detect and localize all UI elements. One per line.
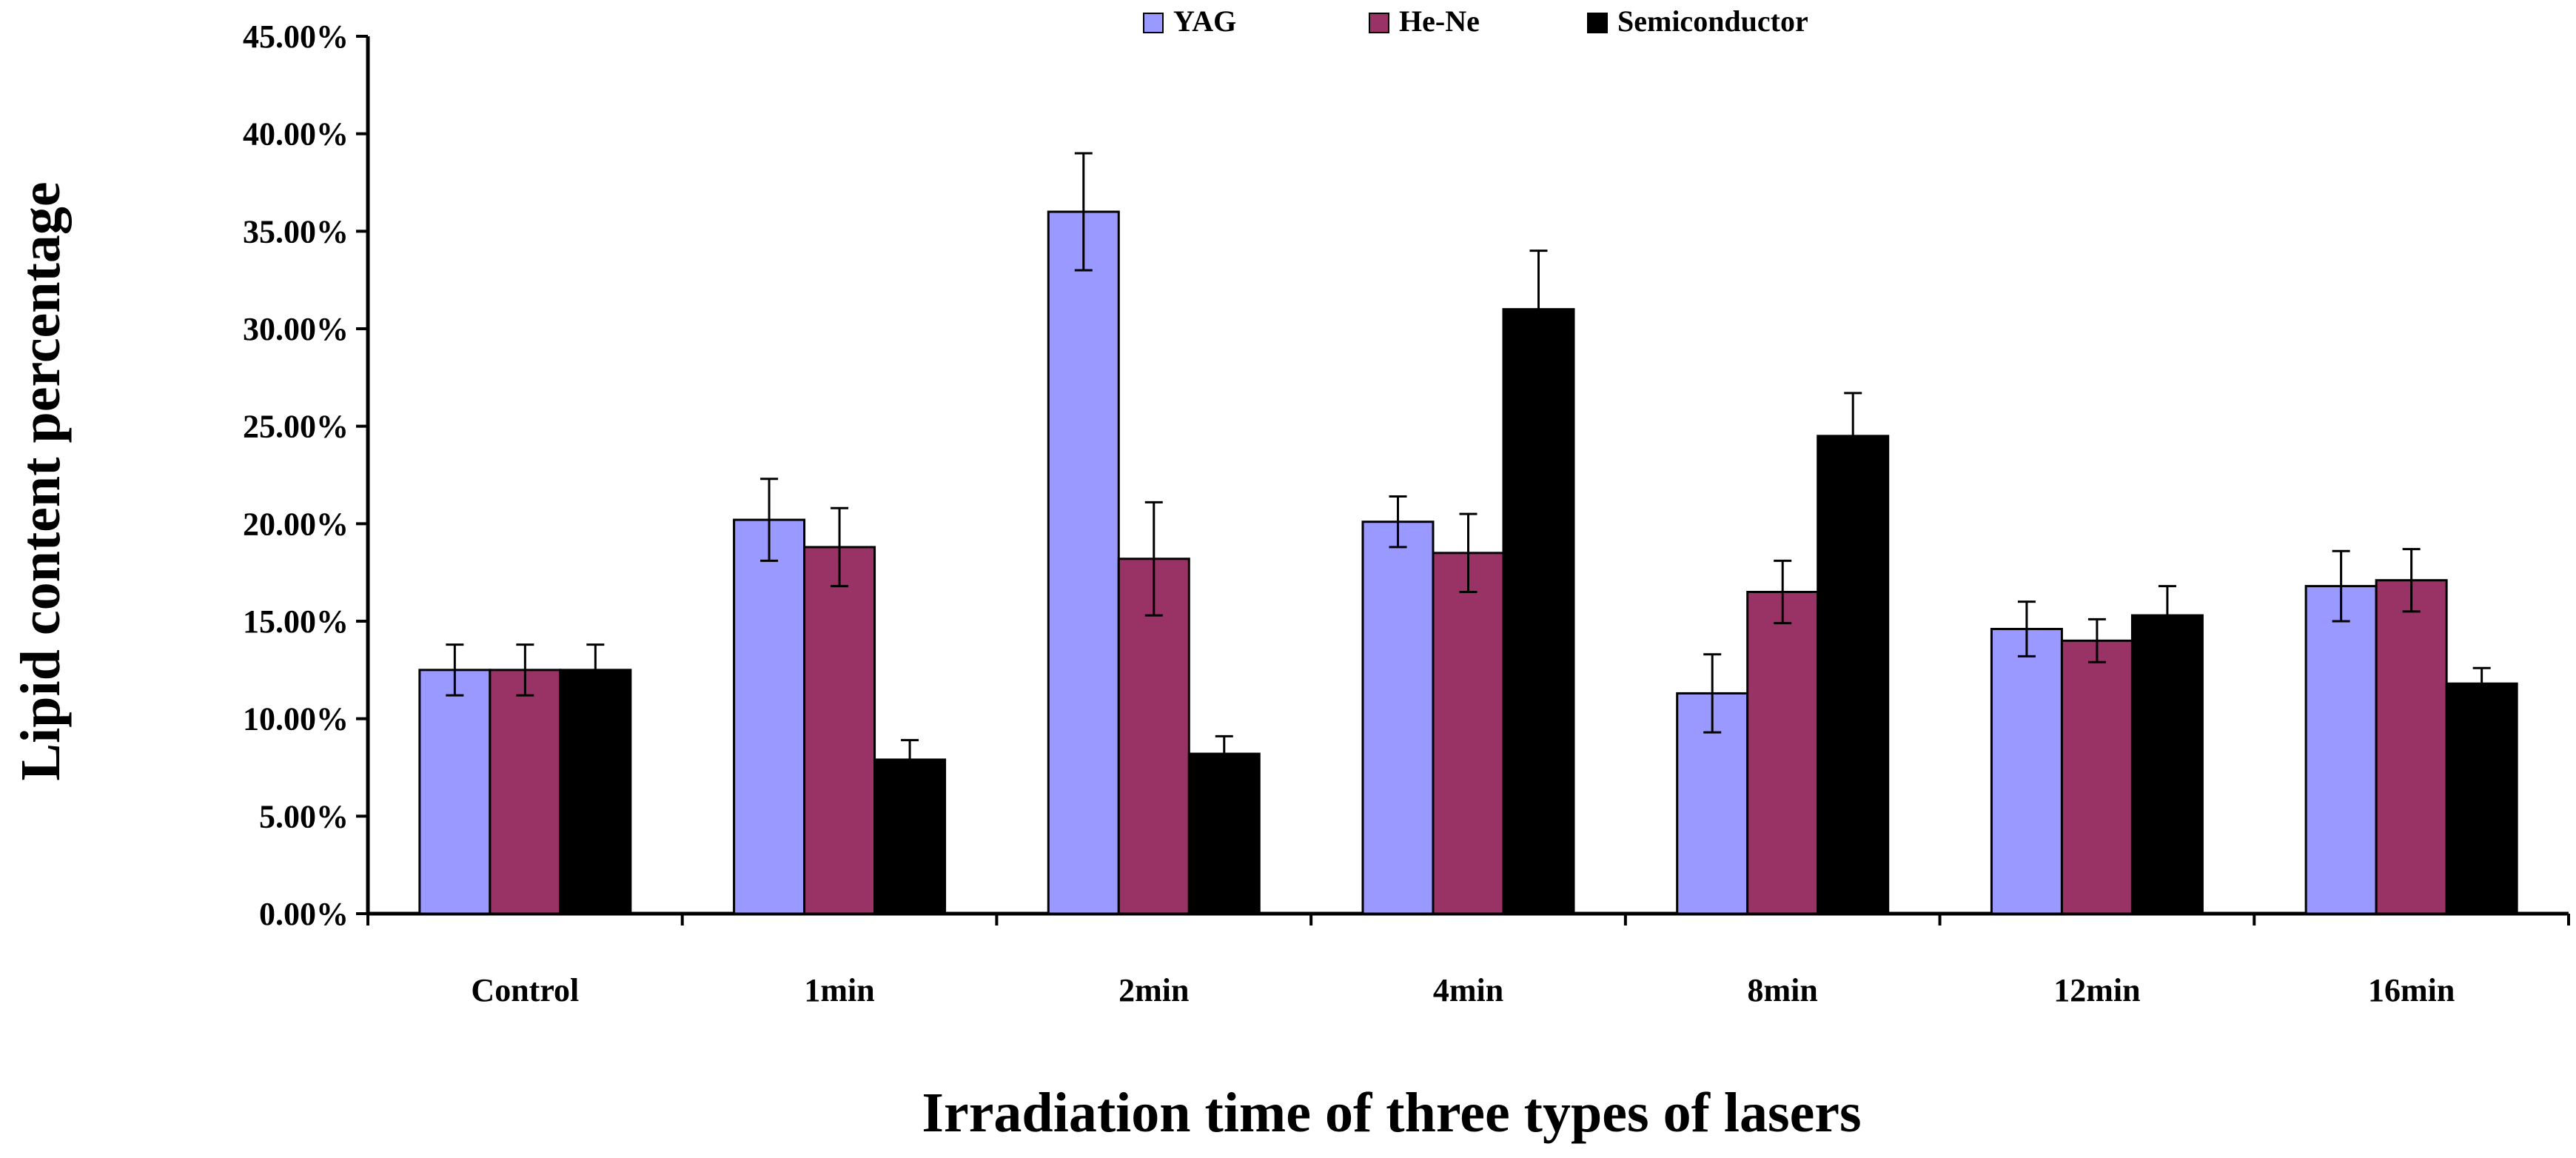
bar-series	[418, 210, 2518, 915]
legend-swatch	[1143, 13, 1164, 33]
y-tick-label: 5.00%	[259, 798, 349, 834]
legend-label: Semiconductor	[1617, 4, 1808, 38]
bar-semiconductor	[873, 758, 947, 915]
y-tick-label: 35.00%	[243, 213, 349, 250]
x-tick-label: 16min	[2368, 972, 2455, 1008]
y-tick-label: 40.00%	[243, 116, 349, 153]
x-axis: Control 1min 2min 4min 8min 12min 16min	[366, 911, 2570, 1008]
y-axis-title: Lipid content percentage	[10, 181, 72, 780]
x-tick-label: 2min	[1118, 972, 1189, 1008]
bar-he-ne	[1746, 591, 1819, 915]
x-axis-title: Irradiation time of three types of laser…	[922, 1082, 1861, 1144]
bar-yag	[2304, 585, 2378, 915]
bar-semiconductor	[1502, 308, 1575, 915]
y-axis: 0.00% 5.00% 10.00% 15.00% 20.00% 25.00% 30.00%…	[243, 19, 370, 932]
bar-semiconductor	[1817, 435, 1890, 915]
bar-he-ne	[2375, 579, 2448, 915]
y-tick-label: 45.00%	[243, 19, 349, 55]
x-tick-label: 4min	[1433, 972, 1503, 1008]
y-tick-label: 25.00%	[243, 409, 349, 445]
x-tick-label: 8min	[1748, 972, 1818, 1008]
bar-he-ne	[2060, 639, 2133, 915]
bar-he-ne	[1432, 552, 1505, 915]
bar-semiconductor	[559, 669, 632, 915]
bar-yag	[418, 669, 492, 915]
bar-he-ne	[489, 669, 562, 915]
y-tick-label: 0.00%	[259, 896, 349, 932]
bar-he-ne	[1117, 558, 1190, 915]
x-tick-label: 1min	[804, 972, 874, 1008]
bar-yag	[1990, 628, 2063, 915]
y-tick-label: 20.00%	[243, 506, 349, 542]
bar-yag	[1361, 521, 1435, 915]
bar-yag	[733, 518, 806, 915]
y-tick-label: 30.00%	[243, 311, 349, 347]
y-tick-label: 10.00%	[243, 701, 349, 737]
legend-label: YAG	[1173, 4, 1236, 38]
x-tick-label: 12min	[2053, 972, 2140, 1008]
error-bars	[446, 152, 2491, 780]
legend-swatch	[1369, 13, 1389, 33]
bar-semiconductor	[1187, 752, 1261, 915]
legend-swatch	[1587, 13, 1608, 33]
x-tick-label: Control	[471, 972, 579, 1008]
bar-semiconductor	[2130, 614, 2204, 915]
legend: YAG He-Ne Semiconductor	[1143, 4, 1808, 38]
bar-semiconductor	[2445, 682, 2518, 915]
legend-label: He-Ne	[1399, 4, 1480, 38]
bar-yag	[1047, 210, 1120, 915]
y-tick-label: 15.00%	[243, 603, 349, 640]
bar-he-ne	[803, 546, 876, 915]
